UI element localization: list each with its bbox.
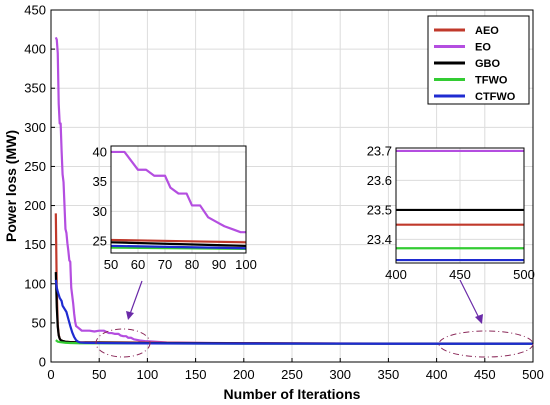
zoom-arrow-1-head [126, 311, 134, 320]
inset-x-tick-label: 450 [449, 267, 471, 282]
zoom-arrow-1 [129, 280, 143, 315]
series-group [54, 36, 533, 345]
legend: AEO EO GBO TFWO CTFWO [427, 15, 530, 105]
y-tick-label: 150 [24, 237, 46, 252]
y-tick-label: 300 [24, 120, 46, 135]
annotations [95, 279, 534, 358]
legend-label-tfwo: TFWO [475, 75, 508, 87]
inset-x-tick-label: 60 [131, 257, 145, 272]
y-tick-label: 250 [24, 159, 46, 174]
x-tick-label: 350 [378, 367, 400, 382]
x-axis: 0 50 100 150 200 250 300 350 400 450 500 [47, 358, 544, 382]
y-tick-label: 450 [24, 3, 46, 18]
y-tick-label: 0 [39, 355, 46, 370]
inset-y-tick-label: 23.7 [367, 143, 392, 158]
x-tick-label: 500 [522, 367, 544, 382]
inset-frame [395, 147, 525, 264]
x-tick-label: 150 [185, 367, 207, 382]
y-tick-label: 350 [24, 81, 46, 96]
legend-label-ctfwo: CTFWO [475, 91, 516, 103]
series-line-ctfwo [54, 279, 533, 345]
y-tick-label: 400 [24, 42, 46, 57]
series-line-eo [54, 36, 533, 345]
zoom-arrow-2-head [475, 314, 483, 324]
inset-x-tick-label: 500 [513, 267, 535, 282]
x-tick-label: 50 [92, 367, 106, 382]
x-tick-label: 200 [233, 367, 255, 382]
legend-label-gbo: GBO [475, 58, 501, 70]
x-tick-label: 250 [281, 367, 303, 382]
legend-label-eo: EO [475, 42, 491, 54]
inset-line-ctfwo [111, 244, 246, 250]
inset-x-tick-label: 50 [104, 257, 118, 272]
inset-frame [110, 145, 247, 254]
y-axis: 0 50 100 150 200 250 300 350 400 450 [24, 3, 55, 370]
y-axis-label: Power loss (MW) [3, 130, 19, 242]
x-tick-label: 300 [329, 367, 351, 382]
inset-y-tick-label: 23.5 [367, 202, 392, 217]
inset-y-tick-label: 35 [93, 174, 107, 189]
inset-x-tick-label: 400 [385, 267, 407, 282]
x-axis-label: Number of Iterations [224, 386, 361, 402]
inset-2: 400 450 500 23.4 23.5 23.6 23.7 [367, 143, 535, 282]
x-tick-label: 450 [474, 367, 496, 382]
inset-y-tick-label: 23.4 [367, 232, 392, 247]
y-tick-label: 100 [24, 276, 46, 291]
y-tick-label: 200 [24, 198, 46, 213]
zoom-ellipse-2 [438, 330, 534, 358]
zoom-arrow-2 [459, 279, 480, 319]
inset-x-tick-label: 100 [235, 257, 257, 272]
inset-y-tick-label: 23.6 [367, 173, 392, 188]
inset-series [111, 150, 246, 250]
inset-y-tick-label: 25 [93, 234, 107, 249]
x-tick-label: 400 [426, 367, 448, 382]
inset-y-tick-label: 40 [93, 144, 107, 159]
x-tick-label: 100 [137, 367, 159, 382]
inset-line-eo [111, 150, 246, 234]
inset-1: 50 60 70 80 90 100 25 30 35 40 [93, 144, 257, 272]
legend-label-aeo: AEO [475, 25, 499, 37]
inset-y-tick-label: 30 [93, 204, 107, 219]
zoom-ellipse-1 [95, 328, 151, 358]
x-tick-label: 0 [47, 367, 54, 382]
inset-x-tick-label: 80 [185, 257, 199, 272]
inset-x-tick-label: 70 [158, 257, 172, 272]
inset-x-tick-label: 90 [212, 257, 226, 272]
y-tick-label: 50 [32, 315, 46, 330]
